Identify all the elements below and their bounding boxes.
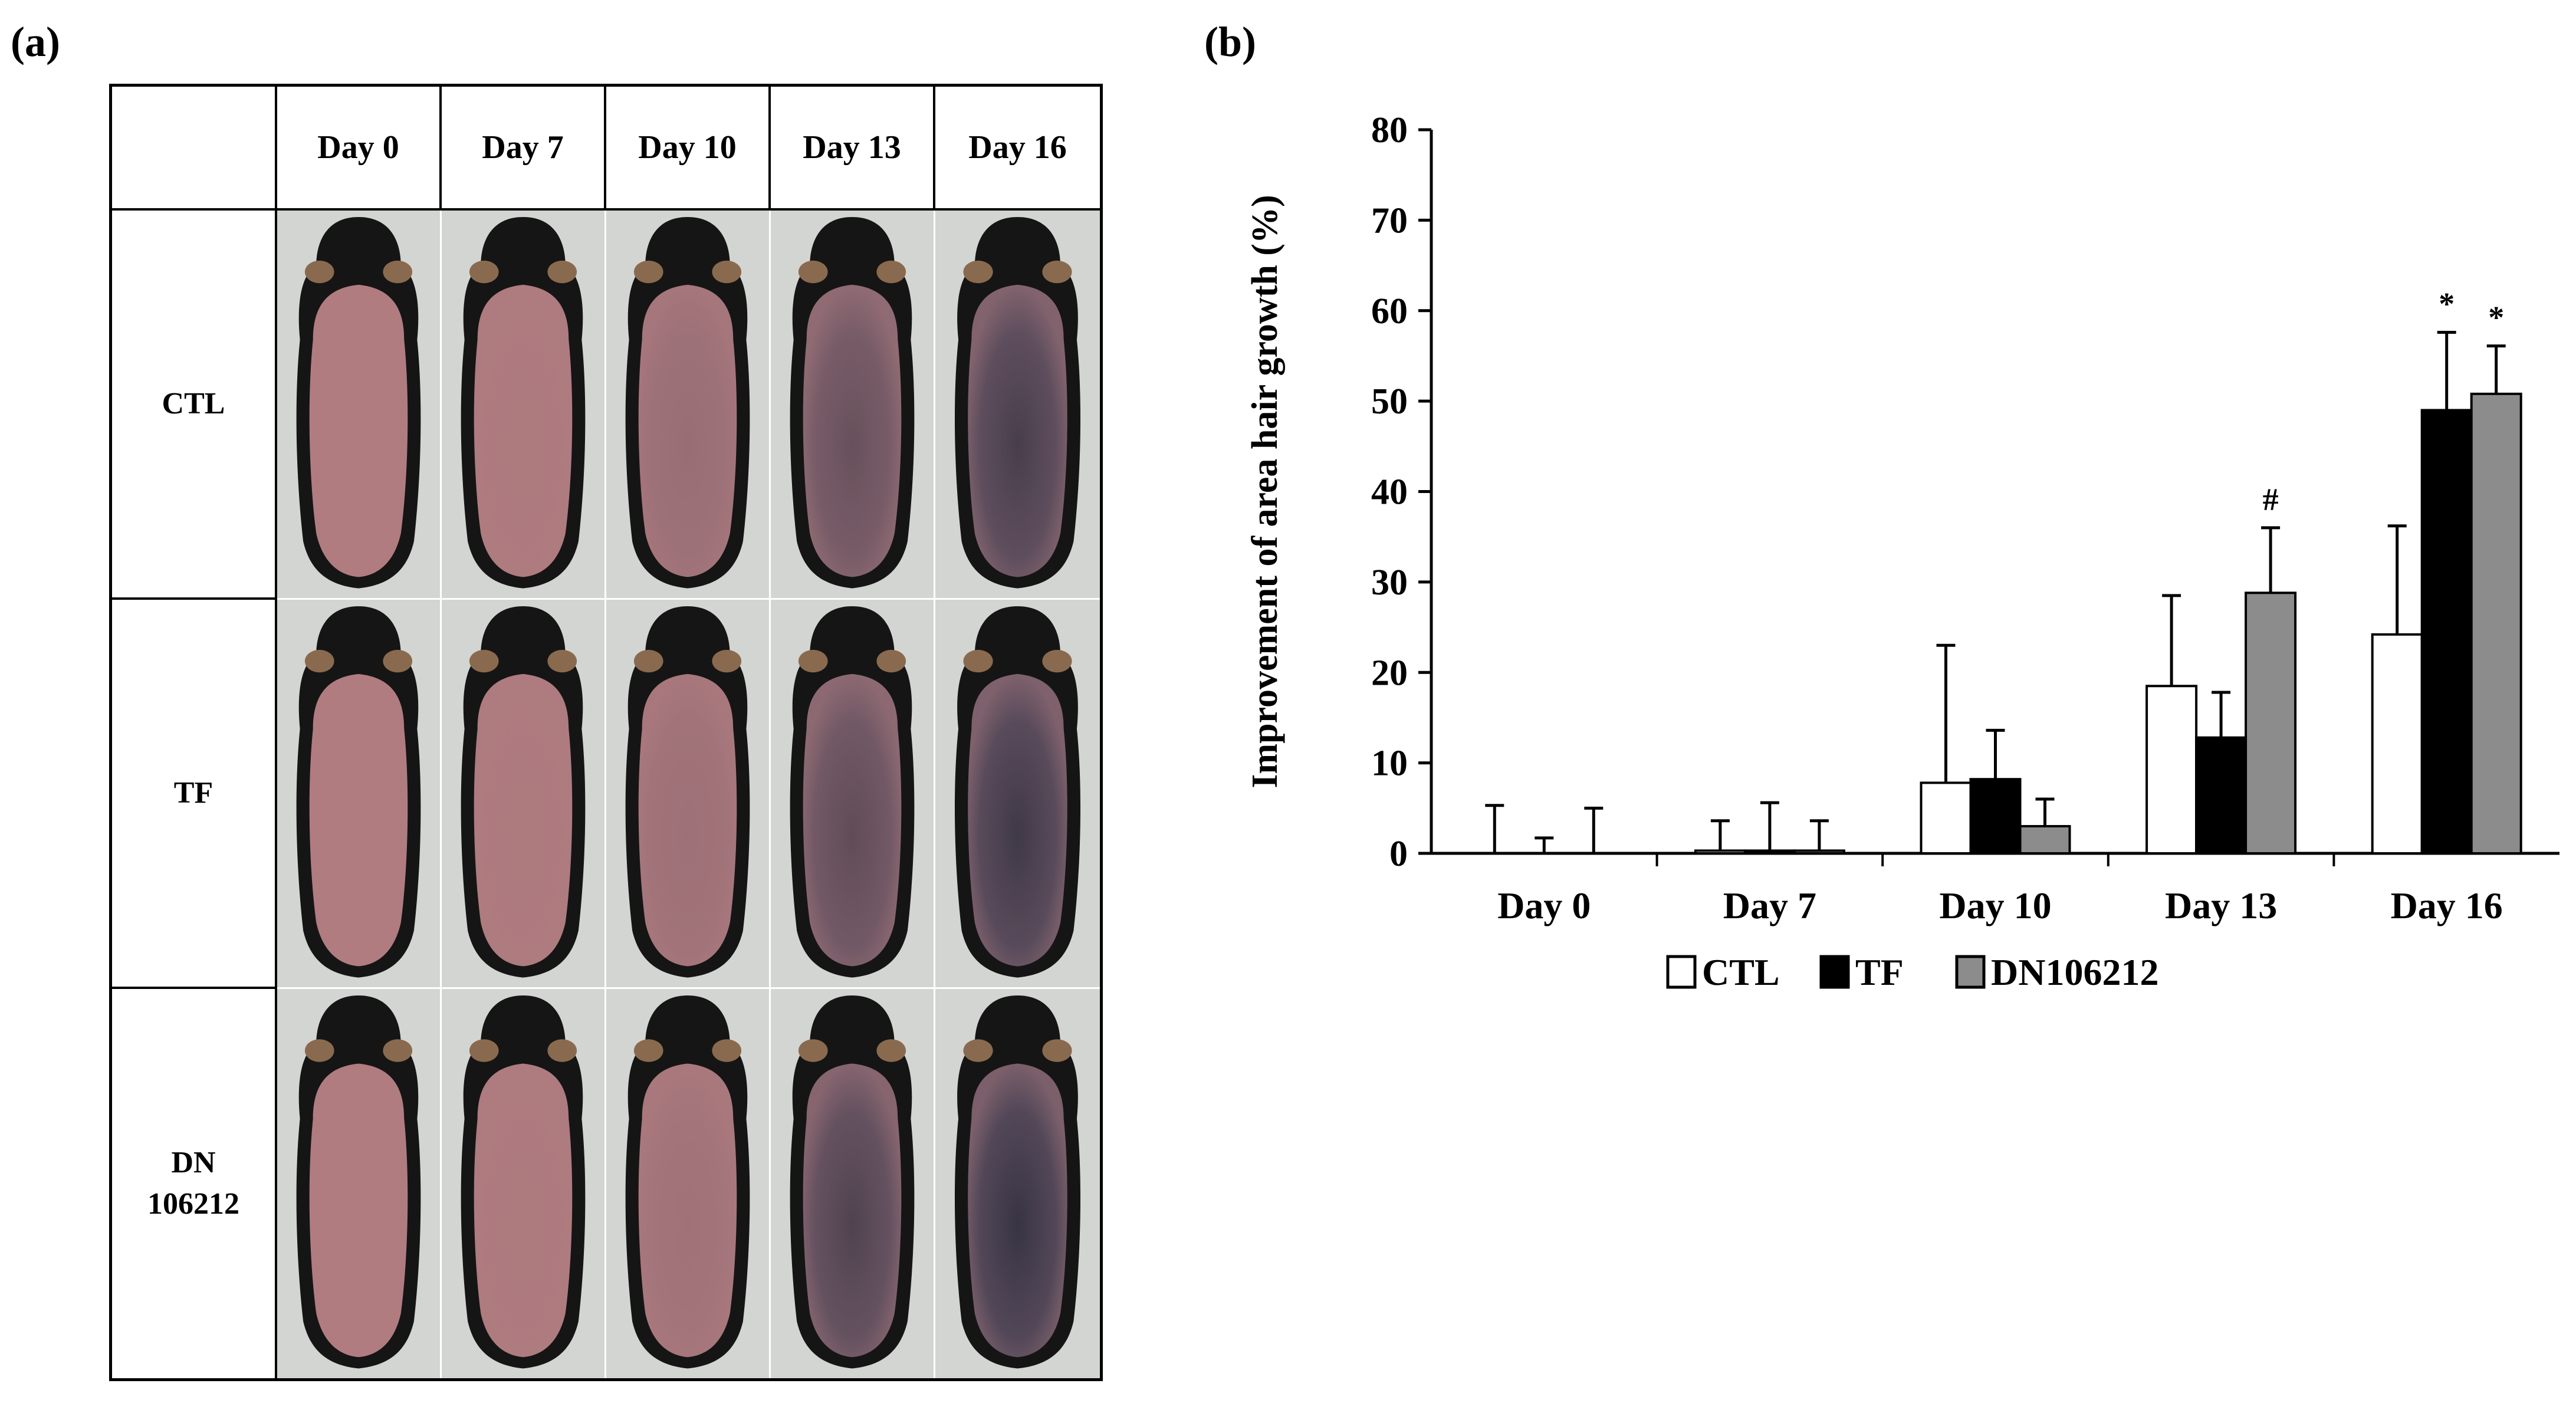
bar-dn106212	[2470, 392, 2522, 855]
mouse-illustration	[606, 600, 769, 987]
bar-ctl	[2145, 685, 2198, 855]
column-header: Day 7	[442, 87, 606, 211]
y-tick-label: 30	[1371, 563, 1408, 603]
mouse-photo	[606, 989, 771, 1378]
mouse-illustration	[277, 211, 440, 598]
significance-marker: #	[2263, 482, 2279, 517]
mouse-photo	[442, 600, 606, 989]
mouse-photo	[771, 211, 935, 600]
bar-dn106212	[2019, 824, 2071, 855]
mouse-illustration	[771, 211, 934, 598]
mouse-illustration	[442, 989, 604, 1378]
y-tick-label: 20	[1371, 653, 1408, 693]
grid-corner	[112, 87, 277, 211]
mouse-photo	[277, 989, 442, 1378]
mouse-photo	[771, 989, 935, 1378]
panel-label-b: (b)	[1204, 18, 1256, 65]
mouse-photo	[277, 600, 442, 989]
legend-label: TF	[1855, 951, 1904, 993]
mouse-photo	[442, 211, 606, 600]
y-tick-label: 50	[1371, 382, 1408, 422]
x-category-label: Day 13	[2165, 885, 2277, 926]
y-tick-label: 70	[1371, 201, 1408, 241]
bar-tf	[1743, 849, 1796, 855]
mouse-illustration	[277, 989, 440, 1378]
mouse-illustration	[771, 989, 934, 1378]
mouse-illustration	[277, 600, 440, 987]
row-label: CTL	[112, 211, 277, 600]
bar-ctl	[1694, 849, 1746, 855]
y-tick-label: 10	[1371, 744, 1408, 784]
legend-swatch-dn106212	[1955, 955, 1986, 989]
y-tick-label: 60	[1371, 291, 1408, 331]
x-category-label: Day 0	[1497, 885, 1591, 926]
bar-tf	[2420, 409, 2473, 855]
mouse-photo	[277, 211, 442, 600]
mouse-illustration	[771, 600, 934, 987]
significance-marker: *	[2488, 300, 2504, 336]
significance-marker: *	[2439, 287, 2455, 322]
y-tick-label: 80	[1371, 110, 1408, 150]
mouse-illustration	[935, 211, 1100, 598]
mouse-illustration	[442, 211, 604, 598]
legend-swatch-ctl	[1666, 955, 1697, 989]
y-tick-label: 40	[1371, 472, 1408, 512]
bar-ctl	[1920, 781, 1972, 855]
column-header: Day 10	[606, 87, 771, 211]
column-header: Day 16	[935, 87, 1100, 211]
mouse-photo	[935, 600, 1100, 989]
legend-swatch-tf	[1819, 955, 1850, 989]
mouse-photo	[771, 600, 935, 989]
column-header: Day 0	[277, 87, 442, 211]
column-header: Day 13	[771, 87, 935, 211]
legend-label: DN106212	[1991, 951, 2158, 993]
mouse-photo	[606, 600, 771, 989]
mouse-photo	[606, 211, 771, 600]
row-label: TF	[112, 600, 277, 989]
mouse-photo	[935, 211, 1100, 600]
row-label: DN 106212	[112, 989, 277, 1378]
mouse-illustration	[606, 211, 769, 598]
y-tick-label: 0	[1389, 834, 1408, 874]
mouse-illustration	[935, 989, 1100, 1378]
mouse-photo	[442, 989, 606, 1378]
panel-label-a: (a)	[11, 18, 60, 65]
bar-dn106212	[1793, 849, 1845, 855]
mouse-illustration	[442, 600, 604, 987]
photo-grid: Day 0 Day 7 Day 10 Day 13 Day 16 CTL	[109, 84, 1103, 1381]
mouse-illustration	[606, 989, 769, 1378]
mouse-photo	[935, 989, 1100, 1378]
bar-tf	[1969, 778, 2022, 855]
legend-label: CTL	[1702, 951, 1780, 993]
y-axis-label: Improvement of area hair growth (%)	[1245, 195, 1285, 788]
x-category-label: Day 7	[1723, 885, 1816, 926]
bar-ctl	[2371, 633, 2423, 855]
mouse-illustration	[935, 600, 1100, 987]
bar-dn106212	[2245, 592, 2297, 855]
x-category-label: Day 10	[1939, 885, 2051, 926]
bar-tf	[2195, 736, 2248, 855]
x-category-label: Day 16	[2391, 885, 2503, 926]
